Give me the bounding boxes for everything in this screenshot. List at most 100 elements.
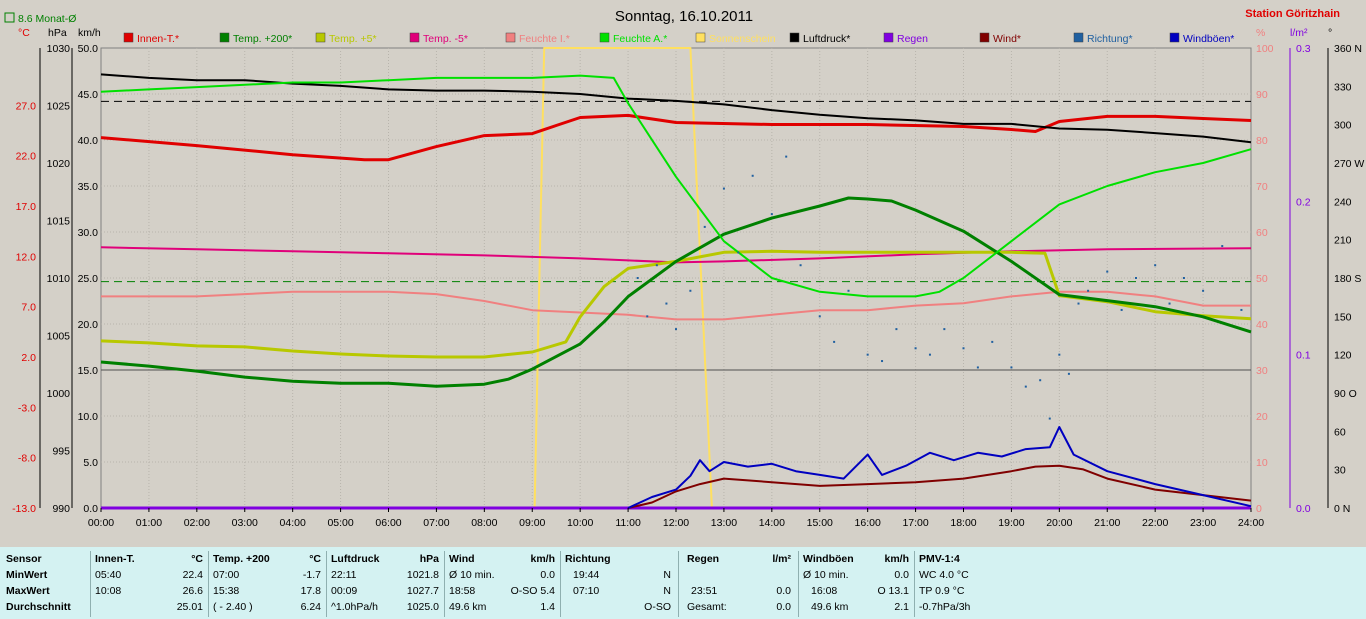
hum-tick-label: 30 xyxy=(1256,365,1268,377)
pmv-header: PMV-1:4 xyxy=(919,553,960,565)
innen-max-value: 26.6 xyxy=(182,585,203,597)
x-tick-label: 22:00 xyxy=(1142,517,1168,529)
x-tick-label: 06:00 xyxy=(375,517,401,529)
press-tick-label: 1025 xyxy=(47,101,71,113)
wind-unit: km/h xyxy=(78,27,101,39)
press-tick-label: 1015 xyxy=(47,216,71,228)
hum-tick-label: 50 xyxy=(1256,273,1268,285)
temp-min-value: -1.7 xyxy=(302,569,321,581)
dir-tick-label: 180 S xyxy=(1334,273,1361,285)
wind-min-value: 0.0 xyxy=(540,569,555,581)
richtung-max-value: N xyxy=(663,585,671,597)
direction-point xyxy=(833,340,836,343)
direction-point xyxy=(770,213,773,216)
x-tick-label: 17:00 xyxy=(902,517,928,529)
stats-min-label: MinWert xyxy=(6,569,48,581)
stats-regen: Regen l/m² 23:51 0.0 Gesamt: 0.0 xyxy=(678,551,795,617)
temp-min-time: 07:00 xyxy=(213,569,240,581)
legend-label-8: Luftdruck* xyxy=(803,33,850,45)
x-tick-label: 07:00 xyxy=(423,517,449,529)
plot-area xyxy=(100,47,1252,509)
direction-point xyxy=(703,225,706,228)
direction-point xyxy=(1039,379,1042,382)
direction-point xyxy=(636,277,639,279)
stats-innen: Innen-T. °C 05:40 22.4 10:08 26.6 25.01 xyxy=(90,551,207,617)
temp-tick-label: 27.0 xyxy=(16,100,37,112)
weather-chart: 27.022.017.012.07.02.0-3.0-8.0-13.010301… xyxy=(4,8,1365,529)
richtung-header: Richtung xyxy=(565,553,611,565)
wind-distance: 49.6 km xyxy=(449,601,487,613)
wind-tick-label: 25.0 xyxy=(78,273,99,285)
wind-max-time: 18:58 xyxy=(449,585,476,597)
legend-label-11: Richtung* xyxy=(1087,33,1133,45)
stats-max-label: MaxWert xyxy=(6,585,50,597)
boeen-max-value: O 13.1 xyxy=(877,585,909,597)
stats-avg-label: Durchschnitt xyxy=(6,601,71,613)
hum-tick-label: 80 xyxy=(1256,135,1268,147)
hum-tick-label: 60 xyxy=(1256,227,1268,239)
dir-tick-label: 240 xyxy=(1334,196,1352,208)
boeen-max-time: 16:08 xyxy=(811,585,838,597)
stats-pmv: PMV-1:4 WC 4.0 °C TP 0.9 °C -0.7hPa/3h xyxy=(914,551,1015,617)
legend-label-7: Sonnenschein xyxy=(709,33,776,45)
direction-point xyxy=(976,366,979,369)
hum-tick-label: 10 xyxy=(1256,457,1268,469)
druck-unit: hPa xyxy=(419,553,439,565)
series-line-1 xyxy=(100,113,1252,162)
direction-point xyxy=(1135,277,1137,279)
rain-tick-label: 0.3 xyxy=(1296,43,1311,55)
druck-max-value: 1027.7 xyxy=(406,585,439,597)
richtung-min-time: 19:44 xyxy=(573,569,600,581)
temp-avg-diff: ( - 2.40 ) xyxy=(213,601,253,613)
dir-tick-label: 0 N xyxy=(1334,503,1350,515)
direction-point xyxy=(895,328,898,331)
legend-label-2: Temp. +200* xyxy=(233,33,292,45)
druck-trend: ^1.0hPa/h xyxy=(331,601,378,613)
station-name: Station Göritzhain xyxy=(1245,8,1340,20)
series-line-5 xyxy=(101,290,1251,321)
x-tick-label: 24:00 xyxy=(1238,517,1264,529)
legend-label-10: Wind* xyxy=(993,33,1021,45)
press-tick-label: 1030 xyxy=(47,43,71,55)
temp-max-value: 17.8 xyxy=(300,585,321,597)
boeen-avg-value: 2.1 xyxy=(894,601,909,613)
x-tick-label: 00:00 xyxy=(88,517,114,529)
legend-swatch-9 xyxy=(883,32,894,43)
direction-point xyxy=(1010,366,1013,369)
direction-points xyxy=(636,155,1243,420)
innen-min-time: 05:40 xyxy=(95,569,122,581)
press-tick-label: 990 xyxy=(52,503,70,515)
temp-tick-label: 2.0 xyxy=(21,352,36,364)
legend: Innen-T.* Temp. +200* Temp. +5* Temp. -5* Fe… xyxy=(123,32,1234,45)
hum-tick-label: 90 xyxy=(1256,89,1268,101)
x-tick-label: 11:00 xyxy=(615,517,641,529)
dir-tick-label: 60 xyxy=(1334,426,1346,438)
legend-swatch-6 xyxy=(599,32,610,43)
hum-tick-label: 100 xyxy=(1256,43,1274,55)
series-line-3 xyxy=(100,249,1252,359)
temp-tick-label: 17.0 xyxy=(16,201,37,213)
wind-max-value: O-SO 5.4 xyxy=(510,585,555,597)
x-tick-label: 14:00 xyxy=(759,517,785,529)
dir-tick-label: 150 xyxy=(1334,311,1352,323)
rain-tick-label: 0.2 xyxy=(1296,196,1311,208)
x-tick-label: 04:00 xyxy=(280,517,306,529)
temp-avg-value: 6.24 xyxy=(300,601,321,613)
dir-tick-label: 270 W xyxy=(1334,158,1364,170)
press-tick-label: 1010 xyxy=(47,273,71,285)
legend-label-1: Innen-T.* xyxy=(137,33,179,45)
druck-avg-value: 1025.0 xyxy=(406,601,439,613)
x-tick-label: 08:00 xyxy=(471,517,497,529)
hum-tick-label: 40 xyxy=(1256,319,1268,331)
direction-point xyxy=(665,302,668,305)
series-line-10 xyxy=(627,464,1252,509)
press-unit: hPa xyxy=(48,27,67,39)
direction-point xyxy=(1221,245,1224,248)
direction-point xyxy=(1168,302,1171,305)
legend-swatch-5 xyxy=(505,32,516,43)
direction-point xyxy=(785,155,788,158)
x-tick-label: 23:00 xyxy=(1190,517,1216,529)
direction-point xyxy=(1077,302,1080,305)
x-tick-label: 12:00 xyxy=(663,517,689,529)
wind-tick-label: 50.0 xyxy=(78,43,99,55)
